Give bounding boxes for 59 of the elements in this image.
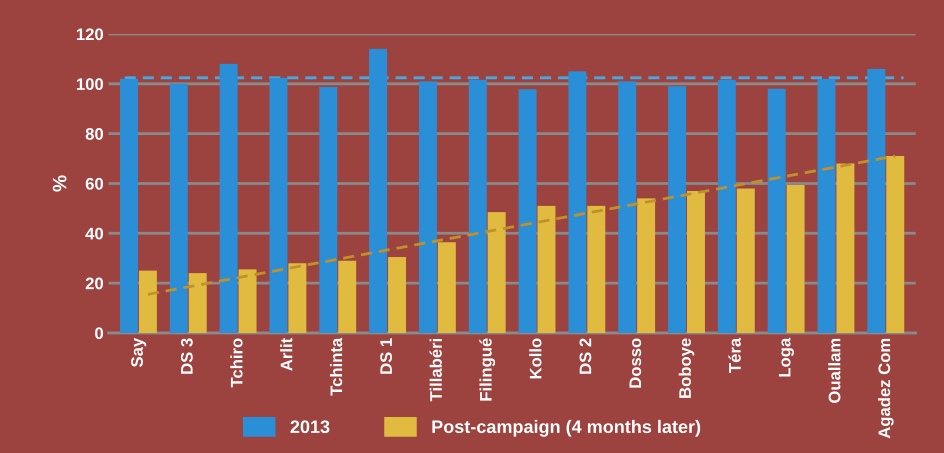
x-tick-label: DS 1 [380,338,392,374]
bar [818,78,836,333]
bar [338,260,356,333]
bar [786,184,805,333]
bar [388,256,406,333]
bar [618,81,636,333]
y-axis-title: % [52,175,66,192]
bar [418,81,437,333]
x-tick-label: Agadez Com [878,338,894,438]
x-tick-label: Boboye [678,338,694,398]
bar [836,164,854,333]
bar [768,88,786,333]
x-tick-label: Tchiro [230,338,243,388]
x-tick-label: Kollo [529,338,542,378]
bar [188,273,207,333]
x-tick-label: Tchinta [330,338,342,396]
bar [170,84,188,333]
y-tick-label: 60 [86,178,104,190]
bar [288,263,306,333]
legend-label: 2013 [290,420,330,434]
bar [319,87,338,333]
bar [718,80,736,333]
x-tick-label: Arlit [280,338,292,371]
y-tick-label: 0 [95,327,104,340]
y-tick-label: 20 [86,278,104,290]
y-tick-label: 100 [76,78,104,90]
bar [587,206,606,333]
x-tick-label: DS 3 [180,338,193,374]
x-tick-label: Filingué [479,338,496,401]
x-tick-label: Tillabéri [429,338,442,402]
y-tick-label: 40 [85,228,104,240]
bar [568,71,586,333]
bar [220,64,238,333]
line-series [146,154,897,296]
bar [867,68,886,333]
x-tick-label: Loga [778,338,794,377]
bar [637,198,656,333]
y-tick-label: 120 [76,28,104,40]
bar [488,212,506,333]
bar [468,80,487,333]
bar [686,190,705,333]
bar [518,89,537,333]
bar [120,78,138,333]
y-tick-label: 80 [86,128,104,140]
bar [369,48,388,333]
bar [238,269,257,333]
bar [438,242,456,333]
bar [668,86,686,333]
x-tick-label: Ouallam [828,338,840,403]
bar [138,270,157,333]
bar [538,206,556,333]
x-tick-label: Téra [728,338,741,373]
x-tick-label: Say [131,338,146,367]
bar [269,78,288,333]
x-tick-label: Dosso [630,338,642,388]
legend-label: Post-campaign (4 months later) [432,420,700,437]
bar [736,188,755,333]
bar [886,156,904,333]
x-tick-label: DS 2 [580,338,592,374]
